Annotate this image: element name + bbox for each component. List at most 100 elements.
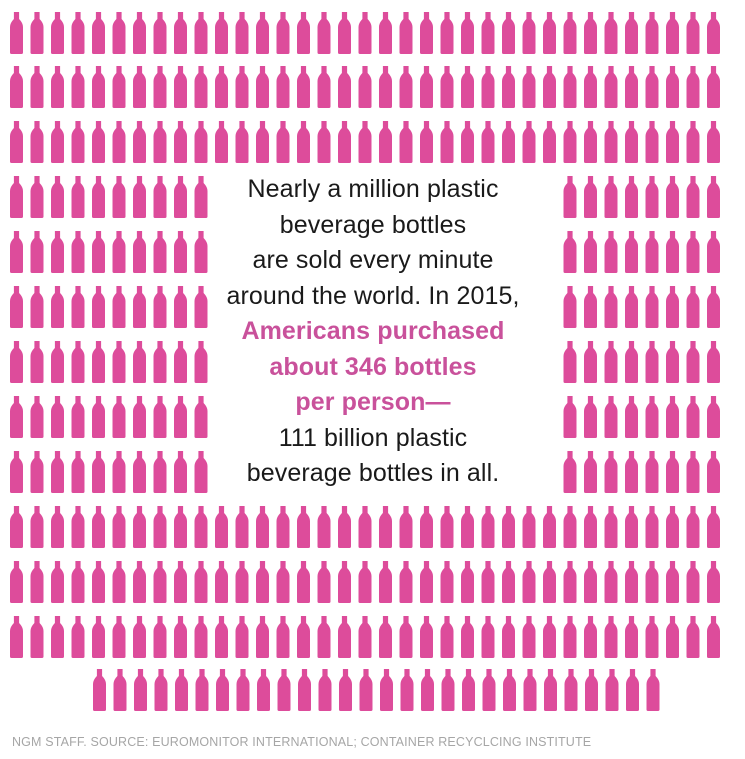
- plastic-bottle-icon: [297, 121, 310, 163]
- plastic-bottle-icon: [194, 12, 208, 54]
- plastic-bottle-icon: [338, 616, 351, 658]
- plastic-bottle-icon: [686, 561, 700, 603]
- plastic-bottle-icon: [420, 506, 433, 548]
- plastic-bottle-icon: [645, 176, 659, 218]
- plastic-bottle-icon: [174, 506, 187, 548]
- plastic-bottle-icon: [153, 561, 167, 603]
- plastic-bottle-icon: [502, 616, 515, 658]
- plastic-bottle-icon: [174, 396, 187, 438]
- plastic-bottle-icon: [174, 12, 187, 54]
- plastic-bottle-icon: [666, 341, 679, 383]
- plastic-bottle-icon: [481, 12, 495, 54]
- plastic-bottle-icon: [93, 669, 106, 711]
- plastic-bottle-icon: [440, 66, 454, 108]
- plastic-bottle-icon: [379, 12, 392, 54]
- plastic-bottle-icon: [71, 396, 85, 438]
- plastic-bottle-icon: [625, 506, 638, 548]
- plastic-bottle-icon: [605, 669, 619, 711]
- plastic-bottle-icon: [112, 341, 126, 383]
- plastic-bottle-icon: [645, 121, 659, 163]
- plastic-bottle-icon: [625, 616, 638, 658]
- plastic-bottle-icon: [235, 121, 249, 163]
- plastic-bottle-icon: [236, 669, 250, 711]
- plastic-bottle-icon: [276, 616, 290, 658]
- plastic-bottle-icon: [379, 616, 392, 658]
- plastic-bottle-icon: [666, 176, 679, 218]
- plastic-bottle-icon: [604, 396, 618, 438]
- plastic-bottle-icon: [666, 506, 679, 548]
- plastic-bottle-icon: [707, 176, 720, 218]
- plastic-bottle-icon: [358, 616, 372, 658]
- plastic-bottle-icon: [71, 451, 85, 493]
- plastic-bottle-icon: [338, 121, 351, 163]
- plastic-bottle-icon: [194, 176, 208, 218]
- plastic-bottle-icon: [112, 286, 126, 328]
- plastic-bottle-icon: [195, 669, 209, 711]
- plastic-bottle-icon: [666, 231, 679, 273]
- plastic-bottle-icon: [686, 341, 700, 383]
- plastic-bottle-icon: [625, 176, 638, 218]
- plastic-bottle-icon: [30, 231, 44, 273]
- plastic-bottle-icon: [71, 66, 85, 108]
- plastic-bottle-icon: [71, 121, 85, 163]
- plastic-bottle-icon: [30, 451, 44, 493]
- plastic-bottle-icon: [112, 561, 126, 603]
- plastic-bottle-icon: [584, 286, 597, 328]
- plastic-bottle-icon: [522, 12, 536, 54]
- plastic-bottle-icon: [153, 66, 167, 108]
- plastic-bottle-icon: [10, 341, 23, 383]
- plastic-bottle-icon: [604, 451, 618, 493]
- plastic-bottle-icon: [338, 506, 351, 548]
- plastic-bottle-icon: [10, 451, 23, 493]
- plastic-bottle-icon: [71, 616, 85, 658]
- plastic-bottle-icon: [51, 12, 64, 54]
- plastic-bottle-icon: [604, 121, 618, 163]
- plastic-bottle-icon: [317, 66, 331, 108]
- plastic-bottle-icon: [338, 66, 351, 108]
- plastic-bottle-icon: [153, 12, 167, 54]
- plastic-bottle-icon: [92, 561, 105, 603]
- plastic-bottle-icon: [707, 231, 720, 273]
- plastic-bottle-icon: [92, 12, 105, 54]
- plastic-bottle-icon: [71, 561, 85, 603]
- plastic-bottle-icon: [584, 506, 597, 548]
- plastic-bottle-icon: [645, 451, 659, 493]
- plastic-bottle-icon: [563, 231, 577, 273]
- plastic-bottle-icon: [604, 231, 618, 273]
- plastic-bottle-icon: [502, 121, 515, 163]
- plastic-bottle-icon: [502, 66, 515, 108]
- plastic-bottle-icon: [584, 121, 597, 163]
- plastic-bottle-icon: [256, 121, 269, 163]
- plastic-bottle-icon: [482, 669, 496, 711]
- plastic-bottle-icon: [584, 231, 597, 273]
- plastic-bottle-icon: [194, 561, 208, 603]
- plastic-bottle-icon: [51, 396, 64, 438]
- plastic-bottle-icon: [379, 66, 392, 108]
- plastic-bottle-icon: [194, 66, 208, 108]
- plastic-bottle-icon: [421, 669, 434, 711]
- plastic-bottle-icon: [30, 286, 44, 328]
- plastic-bottle-icon: [153, 451, 167, 493]
- plastic-bottle-icon: [112, 451, 126, 493]
- plastic-bottle-icon: [543, 616, 556, 658]
- plastic-bottle-icon: [174, 176, 187, 218]
- plastic-bottle-icon: [92, 616, 105, 658]
- plastic-bottle-icon: [154, 669, 168, 711]
- plastic-bottle-icon: [51, 176, 64, 218]
- plastic-bottle-icon: [522, 121, 536, 163]
- plastic-bottle-icon: [563, 286, 577, 328]
- plastic-bottle-icon: [399, 12, 413, 54]
- plastic-bottle-icon: [297, 616, 310, 658]
- plastic-bottle-icon: [543, 561, 556, 603]
- plastic-bottle-icon: [563, 616, 577, 658]
- plastic-bottle-icon: [645, 66, 659, 108]
- statement-line: around the world. In 2015,: [226, 281, 520, 310]
- statement-line: beverage bottles in all.: [246, 459, 500, 487]
- plastic-bottle-icon: [625, 286, 638, 328]
- plastic-bottle-icon: [399, 66, 413, 108]
- plastic-bottle-icon: [563, 176, 577, 218]
- plastic-bottle-icon: [30, 396, 44, 438]
- plastic-bottle-icon: [379, 561, 392, 603]
- plastic-bottle-icon: [92, 286, 105, 328]
- plastic-bottle-icon: [153, 176, 167, 218]
